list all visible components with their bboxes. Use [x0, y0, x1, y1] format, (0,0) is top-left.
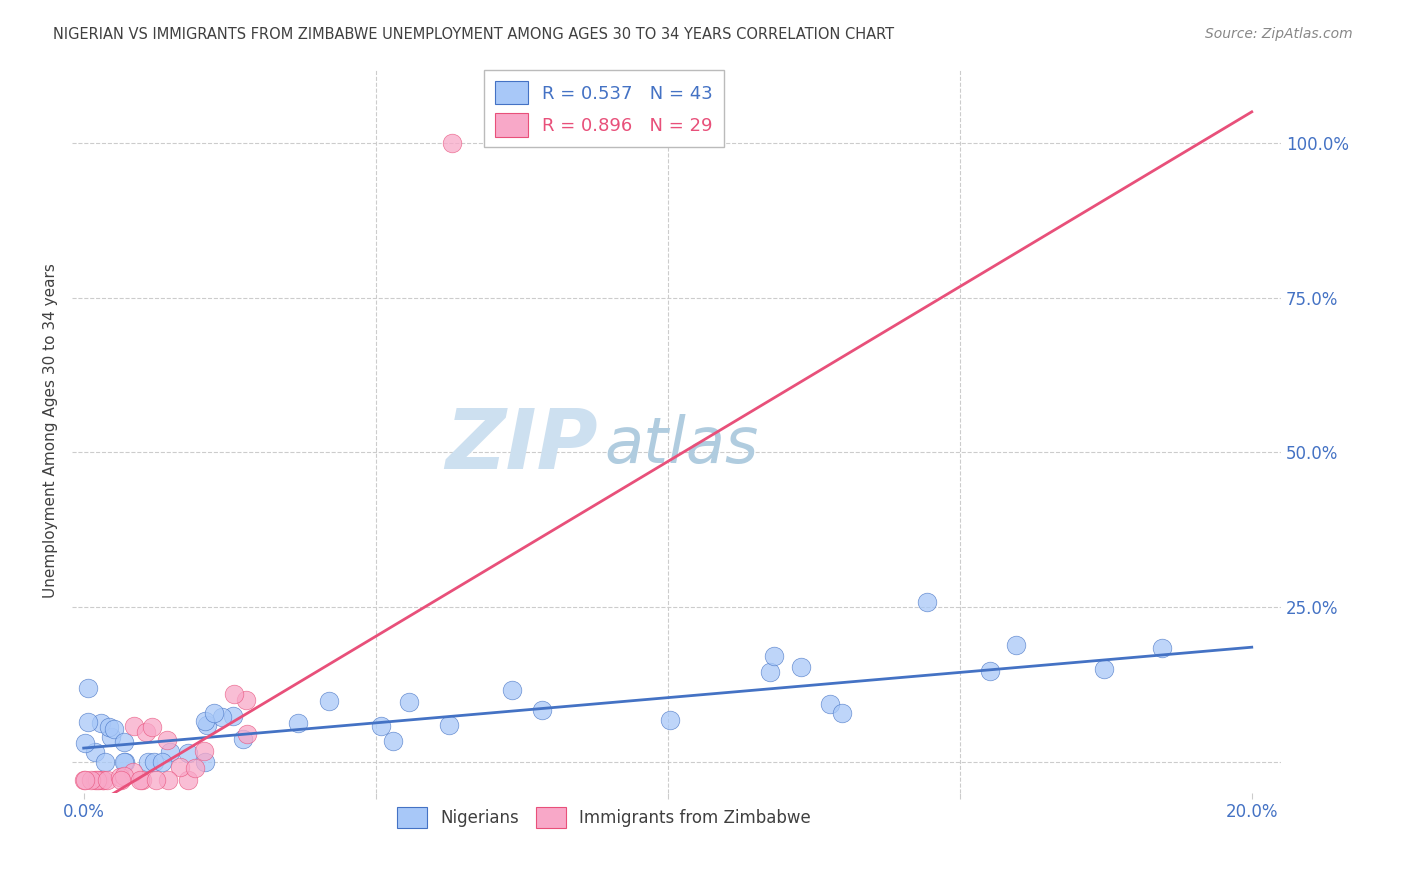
- Point: [658, 713, 681, 727]
- Point: [100, 731, 122, 745]
- Point: [763, 648, 786, 663]
- Point: [77, 681, 100, 695]
- Point: [91, 773, 114, 788]
- Point: [77, 714, 100, 729]
- Point: [287, 716, 309, 731]
- Point: [169, 759, 191, 773]
- Point: [222, 687, 245, 701]
- Point: [531, 703, 554, 717]
- Point: [141, 720, 163, 734]
- Point: [193, 744, 215, 758]
- Point: [112, 755, 135, 769]
- Point: [155, 733, 177, 747]
- Point: [143, 755, 166, 769]
- Point: [84, 773, 107, 788]
- Point: [96, 773, 118, 788]
- Point: [86, 773, 108, 788]
- Point: [176, 773, 198, 788]
- Point: [398, 695, 420, 709]
- Point: [202, 706, 225, 720]
- Point: [122, 719, 145, 733]
- Text: NIGERIAN VS IMMIGRANTS FROM ZIMBABWE UNEMPLOYMENT AMONG AGES 30 TO 34 YEARS CORR: NIGERIAN VS IMMIGRANTS FROM ZIMBABWE UNE…: [53, 27, 894, 42]
- Point: [1092, 662, 1115, 676]
- Point: [176, 746, 198, 760]
- Point: [90, 715, 112, 730]
- Point: [440, 136, 463, 150]
- Point: [184, 761, 207, 775]
- Point: [114, 755, 136, 769]
- Point: [98, 720, 121, 734]
- Point: [150, 755, 173, 769]
- Point: [194, 755, 217, 769]
- Text: Source: ZipAtlas.com: Source: ZipAtlas.com: [1205, 27, 1353, 41]
- Point: [221, 709, 243, 723]
- Point: [758, 665, 780, 679]
- Point: [370, 719, 392, 733]
- Point: [194, 714, 217, 729]
- Point: [501, 683, 523, 698]
- Point: [195, 718, 218, 732]
- Text: atlas: atlas: [605, 414, 758, 476]
- Point: [73, 773, 96, 788]
- Point: [89, 773, 111, 788]
- Point: [1152, 640, 1174, 655]
- Point: [112, 769, 135, 783]
- Point: [789, 659, 811, 673]
- Point: [122, 764, 145, 779]
- Point: [110, 773, 132, 788]
- Point: [112, 735, 135, 749]
- Point: [110, 770, 132, 784]
- Point: [79, 773, 101, 788]
- Point: [979, 664, 1001, 678]
- Point: [831, 706, 853, 721]
- Point: [318, 694, 340, 708]
- Point: [382, 734, 405, 748]
- Point: [159, 745, 181, 759]
- Point: [73, 773, 96, 788]
- Point: [135, 724, 157, 739]
- Point: [236, 727, 259, 741]
- Text: ZIP: ZIP: [446, 405, 598, 485]
- Point: [136, 755, 159, 769]
- Point: [156, 773, 179, 788]
- Point: [211, 710, 233, 724]
- Point: [1005, 638, 1028, 652]
- Legend: Nigerians, Immigrants from Zimbabwe: Nigerians, Immigrants from Zimbabwe: [391, 800, 817, 835]
- Point: [232, 731, 254, 746]
- Point: [915, 595, 938, 609]
- Point: [437, 718, 460, 732]
- Y-axis label: Unemployment Among Ages 30 to 34 years: Unemployment Among Ages 30 to 34 years: [44, 263, 58, 598]
- Point: [91, 773, 114, 788]
- Point: [83, 745, 105, 759]
- Point: [818, 697, 841, 711]
- Point: [128, 773, 150, 788]
- Point: [103, 722, 125, 736]
- Point: [235, 693, 257, 707]
- Point: [145, 773, 167, 788]
- Point: [94, 755, 117, 769]
- Point: [131, 773, 153, 788]
- Point: [75, 736, 97, 750]
